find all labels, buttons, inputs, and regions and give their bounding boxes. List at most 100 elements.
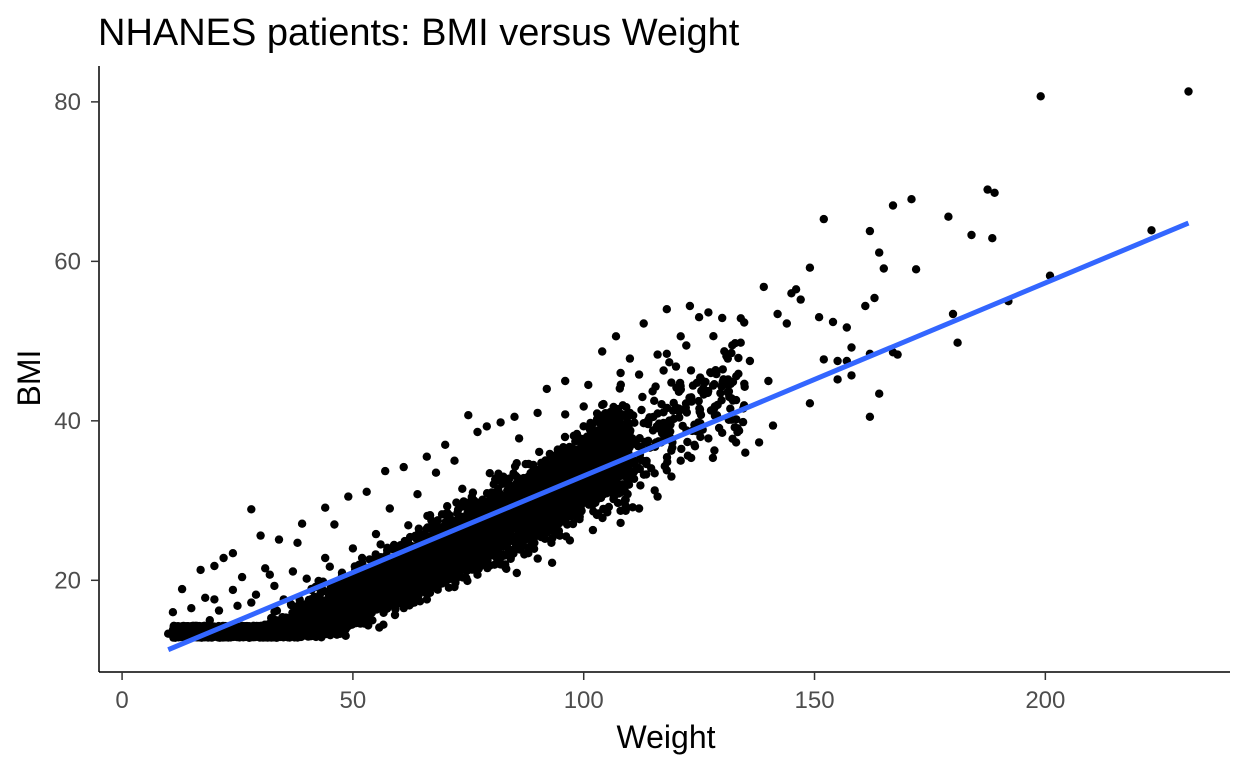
data-point <box>499 551 509 560</box>
data-point <box>621 495 630 504</box>
data-point <box>590 438 600 447</box>
data-point <box>422 524 431 533</box>
data-point <box>458 484 467 493</box>
data-point <box>436 576 445 585</box>
data-point <box>545 512 554 522</box>
data-point <box>575 451 584 460</box>
data-point <box>568 519 578 529</box>
data-point <box>603 508 612 517</box>
data-point <box>444 583 454 592</box>
data-point <box>650 396 659 405</box>
data-point <box>267 613 276 623</box>
data-point <box>512 568 521 578</box>
data-point <box>675 378 685 388</box>
data-point <box>599 417 608 426</box>
data-point <box>520 506 529 515</box>
data-point <box>571 437 580 446</box>
data-point <box>628 503 637 512</box>
data-point <box>515 532 525 542</box>
data-point <box>592 510 602 520</box>
data-point <box>708 453 718 463</box>
data-point <box>405 532 415 542</box>
data-point <box>579 422 588 431</box>
data-point <box>694 396 703 406</box>
data-point <box>617 435 626 444</box>
data-point <box>347 620 357 629</box>
data-point <box>674 404 684 413</box>
data-point <box>453 538 463 548</box>
data-point <box>636 481 645 490</box>
data-point <box>612 410 621 420</box>
data-point <box>389 540 399 550</box>
data-point <box>575 501 584 510</box>
data-point <box>352 600 362 609</box>
data-point <box>718 365 727 374</box>
data-point <box>482 545 492 554</box>
data-point <box>657 400 666 409</box>
data-point <box>443 502 452 511</box>
data-point <box>560 432 570 442</box>
data-point <box>485 469 494 478</box>
data-point <box>734 426 744 435</box>
data-point <box>364 608 373 617</box>
data-point <box>602 486 611 495</box>
data-point <box>497 518 506 528</box>
data-point <box>453 509 462 518</box>
data-point <box>414 524 423 533</box>
data-point <box>732 415 741 424</box>
data-point <box>426 574 436 583</box>
chart-title: NHANES patients: BMI versus Weight <box>98 12 740 54</box>
data-point <box>478 495 487 504</box>
data-point <box>615 384 624 393</box>
data-point <box>528 514 537 523</box>
data-point <box>740 382 749 391</box>
data-point <box>662 453 672 462</box>
data-point <box>338 590 348 599</box>
data-point <box>547 558 557 567</box>
data-point <box>487 550 496 559</box>
data-point <box>530 538 539 547</box>
data-point <box>692 378 702 387</box>
data-point <box>594 482 603 491</box>
data-point <box>553 463 562 472</box>
data-point <box>577 437 586 446</box>
data-point <box>675 413 684 422</box>
data-point <box>695 404 704 413</box>
data-point <box>638 392 647 402</box>
data-point <box>365 555 374 564</box>
data-point <box>710 446 719 455</box>
data-point <box>738 417 748 427</box>
data-point <box>479 534 488 543</box>
data-point <box>663 429 672 439</box>
data-point <box>637 405 646 415</box>
data-point <box>667 446 676 455</box>
data-point <box>547 478 556 488</box>
data-point <box>379 620 388 629</box>
data-point <box>597 430 606 439</box>
data-point <box>734 353 743 363</box>
data-point <box>683 451 693 460</box>
data-point <box>652 422 661 431</box>
data-point <box>399 603 408 613</box>
data-point <box>573 513 582 523</box>
data-point <box>686 366 696 375</box>
data-point <box>533 554 542 563</box>
data-point <box>716 388 725 398</box>
data-point <box>270 607 279 616</box>
data-point <box>709 332 718 341</box>
data-point <box>677 444 686 454</box>
data-point <box>463 532 472 542</box>
data-point <box>371 550 380 559</box>
data-point <box>639 470 649 479</box>
data-point <box>415 597 425 606</box>
data-point <box>665 358 674 367</box>
data-point <box>726 404 735 413</box>
data-point <box>706 368 715 377</box>
data-point <box>448 563 457 572</box>
data-point <box>650 469 659 478</box>
data-point <box>405 554 415 563</box>
data-point <box>574 445 583 454</box>
data-point <box>364 621 373 630</box>
data-point <box>488 517 497 526</box>
